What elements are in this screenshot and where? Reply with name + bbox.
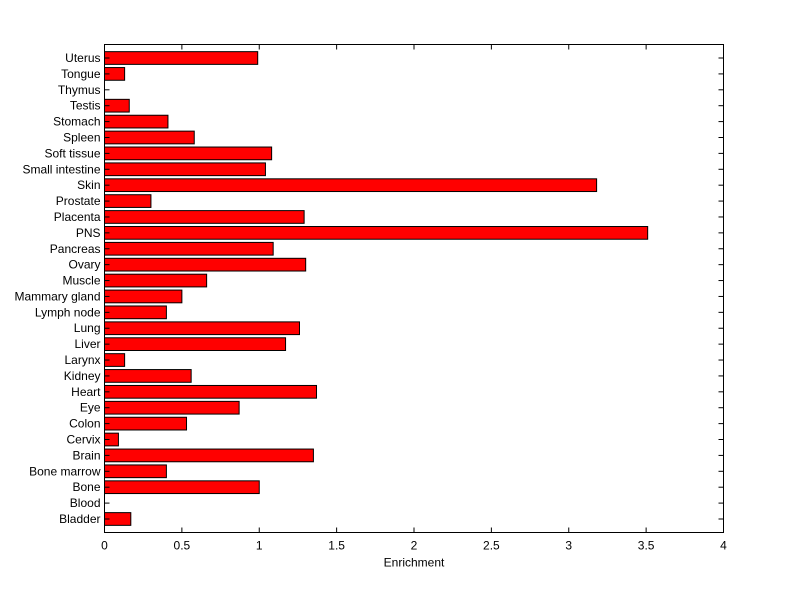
bar-bone-marrow bbox=[104, 464, 167, 479]
category-label: Ovary bbox=[68, 258, 100, 272]
bar-lung bbox=[104, 321, 300, 336]
x-tick-label: 1 bbox=[256, 539, 263, 553]
category-label: Pancreas bbox=[50, 242, 101, 256]
x-tick-label: 2 bbox=[411, 539, 418, 553]
category-label: Bone marrow bbox=[29, 464, 101, 478]
x-tick-label: 0.5 bbox=[174, 539, 191, 553]
bar-brain bbox=[104, 448, 314, 463]
category-label: PNS bbox=[76, 226, 101, 240]
category-label: Spleen bbox=[63, 130, 100, 144]
bar-small-intestine bbox=[104, 162, 266, 177]
category-label: Heart bbox=[71, 385, 101, 399]
bar-bone bbox=[104, 480, 260, 495]
x-tick-label: 0 bbox=[101, 539, 108, 553]
category-label: Mammary gland bbox=[14, 289, 100, 303]
category-label: Skin bbox=[77, 178, 100, 192]
category-label: Lung bbox=[74, 321, 101, 335]
category-label: Small intestine bbox=[22, 162, 100, 176]
bar-soft-tissue bbox=[104, 146, 273, 161]
category-label: Muscle bbox=[62, 274, 100, 288]
bar-pns bbox=[104, 226, 649, 240]
x-axis-title: Enrichment bbox=[384, 556, 445, 570]
bar-muscle bbox=[104, 273, 208, 288]
bar-spleen bbox=[104, 130, 195, 145]
bar-colon bbox=[104, 416, 188, 431]
bar-lymph-node bbox=[104, 305, 167, 320]
x-tick-label: 2.5 bbox=[483, 539, 500, 553]
bar-skin bbox=[104, 178, 598, 193]
category-label: Tongue bbox=[61, 67, 101, 81]
bar-ovary bbox=[104, 257, 307, 272]
category-label: Thymus bbox=[58, 83, 101, 97]
category-label: Cervix bbox=[66, 433, 100, 447]
category-label: Bone bbox=[72, 480, 100, 494]
x-tick-label: 3.5 bbox=[638, 539, 655, 553]
category-label: Soft tissue bbox=[44, 146, 100, 160]
category-label: Prostate bbox=[56, 194, 101, 208]
bar-heart bbox=[104, 384, 318, 399]
bars-group bbox=[104, 51, 649, 526]
category-label: Colon bbox=[69, 417, 100, 431]
category-label: Brain bbox=[72, 448, 100, 462]
ticks-group bbox=[104, 44, 724, 533]
category-label: Blood bbox=[70, 496, 101, 510]
category-label: Liver bbox=[74, 337, 100, 351]
category-label: Placenta bbox=[54, 210, 101, 224]
category-label: Testis bbox=[70, 99, 101, 113]
category-label: Bladder bbox=[59, 512, 100, 526]
category-label: Larynx bbox=[64, 353, 100, 367]
category-label: Kidney bbox=[64, 369, 101, 383]
bar-mammary-gland bbox=[104, 289, 183, 304]
bar-placenta bbox=[104, 210, 305, 224]
x-tick-label: 1.5 bbox=[328, 539, 345, 553]
bar-prostate bbox=[104, 194, 152, 208]
category-label: Lymph node bbox=[35, 305, 101, 319]
category-label: Stomach bbox=[53, 115, 100, 129]
bar-stomach bbox=[104, 114, 169, 129]
bar-liver bbox=[104, 337, 287, 351]
bar-eye bbox=[104, 400, 240, 415]
x-tick-label: 4 bbox=[720, 539, 727, 553]
x-tick-label: 3 bbox=[565, 539, 572, 553]
bar-pancreas bbox=[104, 241, 274, 256]
category-label: Eye bbox=[80, 401, 101, 415]
bar-kidney bbox=[104, 369, 192, 383]
x-tick-labels-group: 0 0.5 1 1.5 2 2.5 3 3.5 4 bbox=[101, 539, 727, 553]
bar-uterus bbox=[104, 51, 259, 65]
category-label: Uterus bbox=[65, 51, 100, 65]
